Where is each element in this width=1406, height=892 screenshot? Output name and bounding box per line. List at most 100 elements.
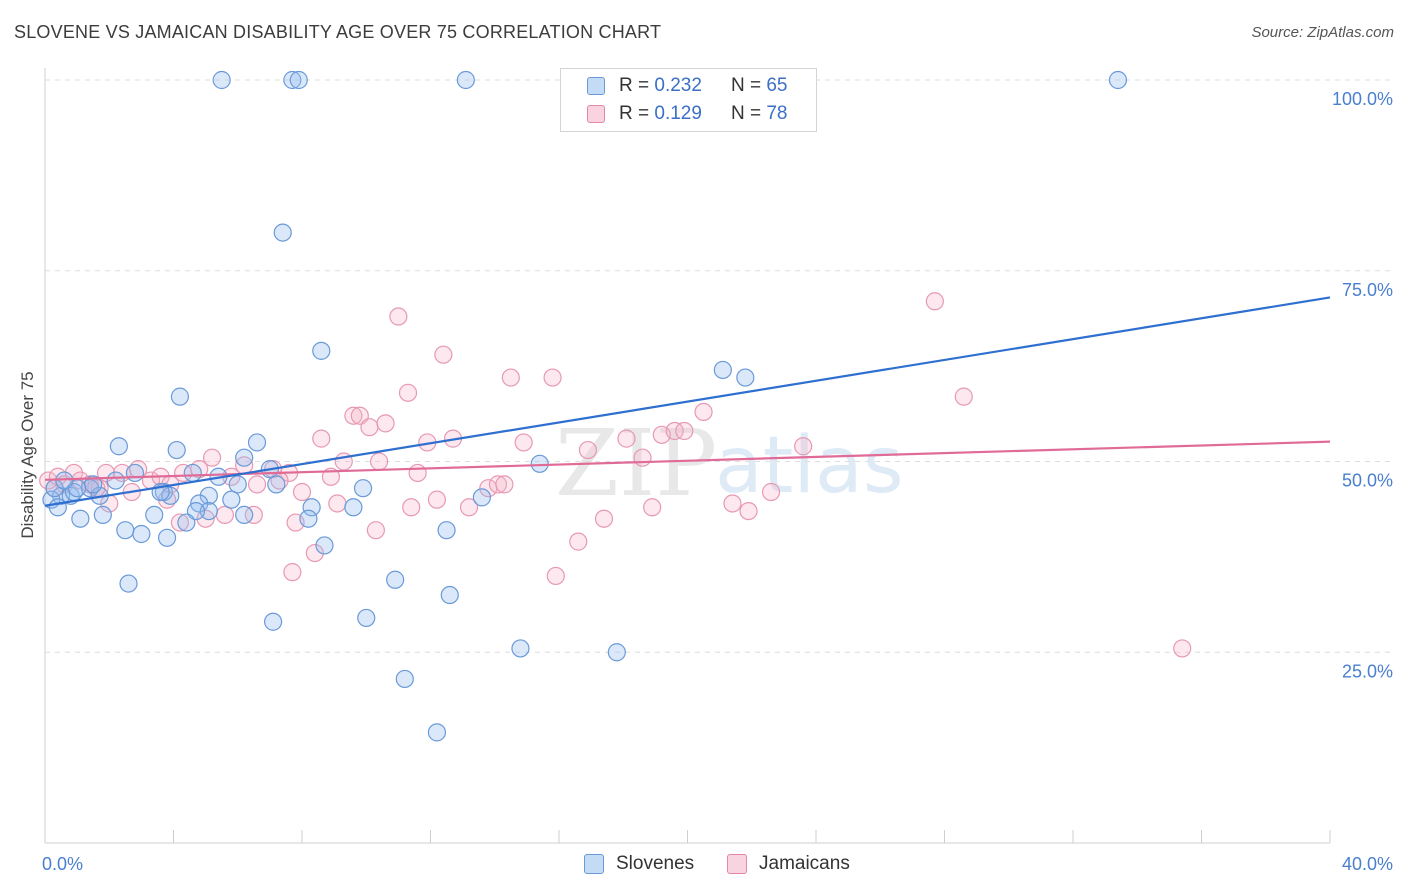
slovenes-point [167, 440, 186, 460]
jamaicans-swatch [587, 105, 605, 123]
jamaicans-point [170, 513, 190, 532]
y-tick-label: 75.0% [1342, 280, 1393, 300]
slovenes-trend-line [44, 296, 1331, 507]
slovenes-point [177, 513, 196, 532]
stats-row-jamaicans: R = 0.129 N = 78 [587, 101, 787, 127]
slovenes-point [222, 490, 241, 509]
chart-title: SLOVENE VS JAMAICAN DISABILITY AGE OVER … [14, 22, 662, 42]
slovenes-point [1108, 70, 1128, 90]
slovenes-point [199, 486, 218, 505]
jamaicans-point [247, 475, 267, 494]
jamaicans-point [398, 383, 418, 402]
jamaicans-point [488, 475, 508, 494]
jamaicans-point [694, 402, 713, 422]
slovenes-point [273, 223, 292, 242]
slovenes-point [119, 574, 138, 593]
slovenes-point [511, 639, 530, 658]
slovenes-point [427, 723, 447, 742]
legend-item-jamaicans: Jamaicans [727, 851, 850, 877]
slovenes-point [93, 505, 112, 525]
trend-lines [44, 296, 1331, 507]
jamaicans-point [292, 482, 312, 502]
slovenes-point [530, 454, 549, 473]
jamaicans-point [514, 433, 533, 452]
slovenes-point [116, 521, 135, 540]
n-label: N = [730, 103, 762, 124]
slovenes-point [125, 463, 145, 483]
slovenes-point [386, 570, 405, 589]
jamaicans-point [739, 501, 758, 521]
axes [44, 68, 1331, 844]
jamaicans-point [925, 292, 944, 311]
r-value-jamaicans: 0.129 [654, 103, 702, 124]
slovenes-point [607, 643, 626, 662]
jamaicans-point [312, 429, 331, 448]
slovenes-point [228, 475, 247, 494]
slovenes-point [437, 521, 456, 540]
slovenes-point [440, 585, 459, 605]
slovenes-point [55, 471, 74, 490]
slovenes-point [289, 70, 308, 90]
jamaicans-point [794, 437, 813, 456]
slovenes-point [713, 360, 732, 380]
slovenes-point [235, 448, 254, 467]
slovenes-point [263, 612, 283, 631]
slovenes-points [42, 70, 1128, 742]
jamaicans-point [617, 429, 636, 448]
y-tick-label: 100.0% [1332, 89, 1393, 109]
slovenes-point [247, 433, 267, 452]
slovenes-point [157, 528, 177, 547]
slovenes-point [395, 669, 414, 689]
slovenes-point [344, 498, 363, 517]
legend-label-slovenes: Slovenes [616, 853, 695, 874]
jamaicans-point [434, 345, 453, 364]
jamaicans-point [761, 482, 781, 502]
jamaicans-point [376, 414, 395, 433]
jamaicans-point [723, 494, 742, 513]
slovenes-point [235, 505, 254, 525]
slovenes-point [161, 486, 180, 505]
jamaicans-point [427, 490, 447, 509]
slovenes-legend-swatch [584, 854, 604, 874]
slovenes-point [183, 463, 202, 483]
watermark-atlas: atlas [715, 421, 904, 511]
jamaicans-point [344, 406, 363, 425]
jamaicans-point [283, 563, 302, 582]
slovenes-point [132, 524, 151, 544]
jamaicans-point [675, 421, 694, 441]
stats-legend: R = 0.232 N = 65 R = 0.129 N = 78 [560, 68, 817, 132]
slovenes-swatch [587, 77, 605, 95]
n-label: N = [730, 75, 762, 96]
jamaicans-point [305, 543, 324, 563]
tick-labels: 25.0% 50.0% 75.0% 100.0% 0.0% 40.0% [42, 89, 1393, 874]
jamaicans-point [954, 387, 973, 406]
jamaicans-point [569, 532, 588, 551]
r-label: R = [619, 103, 650, 124]
x-tick-label-min: 0.0% [42, 854, 83, 874]
jamaicans-point [578, 440, 598, 460]
jamaicans-point [389, 307, 408, 326]
y-tick-label: 25.0% [1342, 661, 1393, 681]
slovenes-point [472, 488, 491, 507]
stats-row-slovenes: R = 0.232 N = 65 [587, 73, 787, 99]
n-value-slovenes: 65 [766, 75, 788, 96]
jamaicans-point [244, 505, 263, 525]
jamaicans-point [1173, 639, 1192, 658]
slovenes-point [736, 368, 755, 387]
legend-label-jamaicans: Jamaicans [759, 853, 850, 874]
jamaicans-point [643, 498, 662, 517]
jamaicans-point [366, 521, 385, 540]
jamaicans-point [665, 421, 684, 441]
jamaicans-point [408, 463, 427, 483]
r-value-slovenes: 0.232 [654, 75, 702, 96]
jamaicans-point [402, 498, 421, 517]
n-value-jamaicans: 78 [766, 103, 788, 124]
jamaicans-points [39, 292, 1192, 658]
y-tick-label: 50.0% [1342, 471, 1393, 491]
jamaicans-point [459, 498, 479, 517]
slovenes-point [170, 387, 190, 406]
slovenes-point [353, 479, 373, 498]
jamaicans-point [64, 463, 84, 483]
slovenes-point [109, 437, 128, 456]
jamaicans-point [328, 494, 347, 513]
